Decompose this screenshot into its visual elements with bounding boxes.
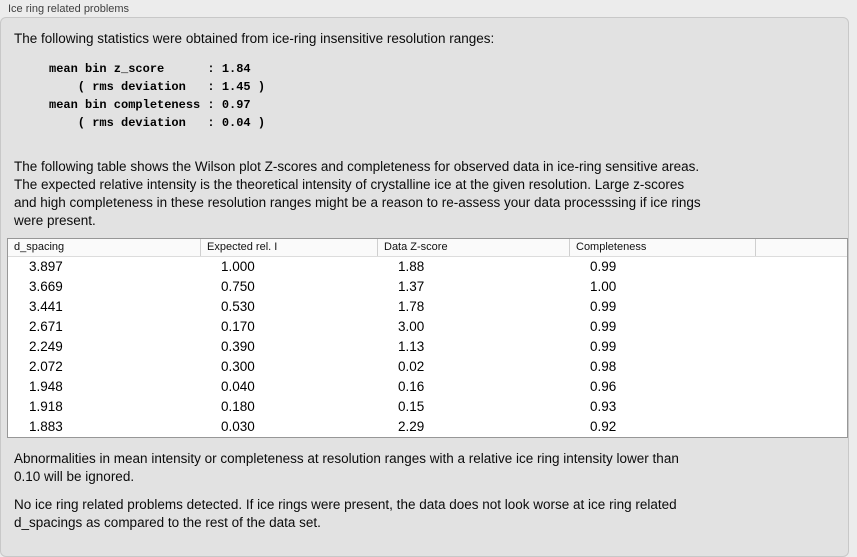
stats-intro-text: The following statistics were obtained f… <box>14 31 495 46</box>
cell-completeness: 0.96 <box>590 379 617 394</box>
cell-data-z-score: 1.13 <box>398 339 425 354</box>
column-header-empty[interactable] <box>755 239 847 256</box>
cell-d-spacing: 1.918 <box>29 399 63 414</box>
cell-d-spacing: 2.072 <box>29 359 63 374</box>
table-description-text: The following table shows the Wilson plo… <box>14 159 701 228</box>
cell-expected-rel-i: 0.180 <box>221 399 255 414</box>
table-row[interactable]: 1.948 0.040 0.16 0.96 <box>8 377 847 397</box>
cell-data-z-score: 0.15 <box>398 399 425 414</box>
table-row[interactable]: 3.669 0.750 1.37 1.00 <box>8 277 847 297</box>
cell-d-spacing: 3.669 <box>29 279 63 294</box>
cell-data-z-score: 2.29 <box>398 419 425 434</box>
cell-completeness: 1.00 <box>590 279 617 294</box>
cell-completeness: 0.98 <box>590 359 617 374</box>
cell-expected-rel-i: 1.000 <box>221 259 255 274</box>
cell-completeness: 0.93 <box>590 399 617 414</box>
cell-d-spacing: 1.948 <box>29 379 63 394</box>
ice-ring-panel: The following statistics were obtained f… <box>0 17 849 557</box>
table-header-row: d_spacing Expected rel. I Data Z-score C… <box>8 239 847 257</box>
column-header-d-spacing[interactable]: d_spacing <box>14 241 65 253</box>
column-header-expected-rel-i[interactable]: Expected rel. I <box>200 239 377 256</box>
cell-expected-rel-i: 0.040 <box>221 379 255 394</box>
table-row[interactable]: 1.918 0.180 0.15 0.93 <box>8 397 847 417</box>
table-row[interactable]: 2.072 0.300 0.02 0.98 <box>8 357 847 377</box>
cell-data-z-score: 1.88 <box>398 259 425 274</box>
cell-d-spacing: 2.671 <box>29 319 63 334</box>
cell-data-z-score: 1.78 <box>398 299 425 314</box>
cell-expected-rel-i: 0.530 <box>221 299 255 314</box>
cell-expected-rel-i: 0.170 <box>221 319 255 334</box>
cell-expected-rel-i: 0.030 <box>221 419 255 434</box>
cell-expected-rel-i: 0.300 <box>221 359 255 374</box>
cell-expected-rel-i: 0.390 <box>221 339 255 354</box>
cell-d-spacing: 1.883 <box>29 419 63 434</box>
column-header-completeness[interactable]: Completeness <box>569 239 755 256</box>
table-row[interactable]: 3.897 1.000 1.88 0.99 <box>8 257 847 277</box>
column-header-data-z-score[interactable]: Data Z-score <box>377 239 569 256</box>
group-box-title: Ice ring related problems <box>8 3 130 15</box>
cell-data-z-score: 1.37 <box>398 279 425 294</box>
stats-values-block: mean bin z_score : 1.84 ( rms deviation … <box>49 62 266 130</box>
cell-completeness: 0.99 <box>590 259 617 274</box>
ice-ring-table[interactable]: d_spacing Expected rel. I Data Z-score C… <box>7 238 848 438</box>
cell-expected-rel-i: 0.750 <box>221 279 255 294</box>
verdict-text: No ice ring related problems detected. I… <box>14 497 677 530</box>
cell-data-z-score: 0.02 <box>398 359 425 374</box>
table-row[interactable]: 2.249 0.390 1.13 0.99 <box>8 337 847 357</box>
table-row[interactable]: 1.883 0.030 2.29 0.92 <box>8 417 847 437</box>
cell-d-spacing: 2.249 <box>29 339 63 354</box>
ignore-rule-text: Abnormalities in mean intensity or compl… <box>14 451 679 484</box>
table-row[interactable]: 2.671 0.170 3.00 0.99 <box>8 317 847 337</box>
table-row[interactable]: 3.441 0.530 1.78 0.99 <box>8 297 847 317</box>
cell-completeness: 0.92 <box>590 419 617 434</box>
cell-data-z-score: 3.00 <box>398 319 425 334</box>
cell-d-spacing: 3.441 <box>29 299 63 314</box>
cell-completeness: 0.99 <box>590 319 617 334</box>
cell-d-spacing: 3.897 <box>29 259 63 274</box>
cell-data-z-score: 0.16 <box>398 379 425 394</box>
cell-completeness: 0.99 <box>590 299 617 314</box>
cell-completeness: 0.99 <box>590 339 617 354</box>
